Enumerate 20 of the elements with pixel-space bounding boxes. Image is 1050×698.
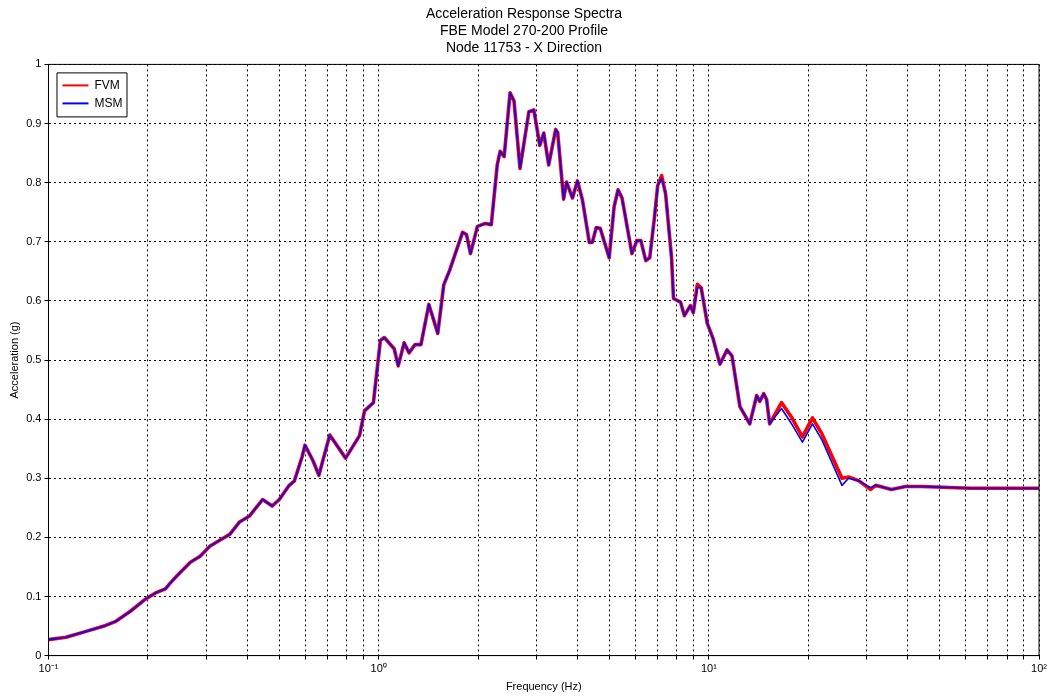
y-tick-label: 0.2 bbox=[26, 530, 42, 543]
chart-title: Acceleration Response Spectra FBE Model 270-200 Profile Node 11753 - X Direction bbox=[425, 5, 623, 55]
y-tick-label: 0.1 bbox=[26, 589, 42, 602]
y-tick-label: 0.3 bbox=[26, 471, 42, 484]
x-tick-label: 10⁻¹ bbox=[38, 662, 59, 675]
x-axis-title: Frequency (Hz) bbox=[505, 680, 582, 693]
y-axis-title: Acceleration (g) bbox=[7, 321, 20, 399]
y-tick-label: 0.8 bbox=[26, 175, 42, 188]
y-tick-label: 1 bbox=[35, 57, 42, 70]
y-tick-label: 0.5 bbox=[26, 353, 42, 366]
legend-label: FVM bbox=[94, 77, 120, 92]
x-tick-label: 10¹ bbox=[700, 662, 718, 675]
y-tick-label: 0.6 bbox=[26, 293, 42, 306]
y-tick-label: 0.7 bbox=[26, 234, 42, 247]
y-tick-label: 0.4 bbox=[26, 412, 42, 425]
y-tick-label: 0 bbox=[35, 648, 42, 661]
x-tick-label: 10⁰ bbox=[370, 662, 387, 675]
x-tick-label: 10² bbox=[1031, 662, 1048, 675]
y-tick-label: 0.9 bbox=[26, 116, 42, 129]
legend-label: MSM bbox=[94, 95, 123, 110]
